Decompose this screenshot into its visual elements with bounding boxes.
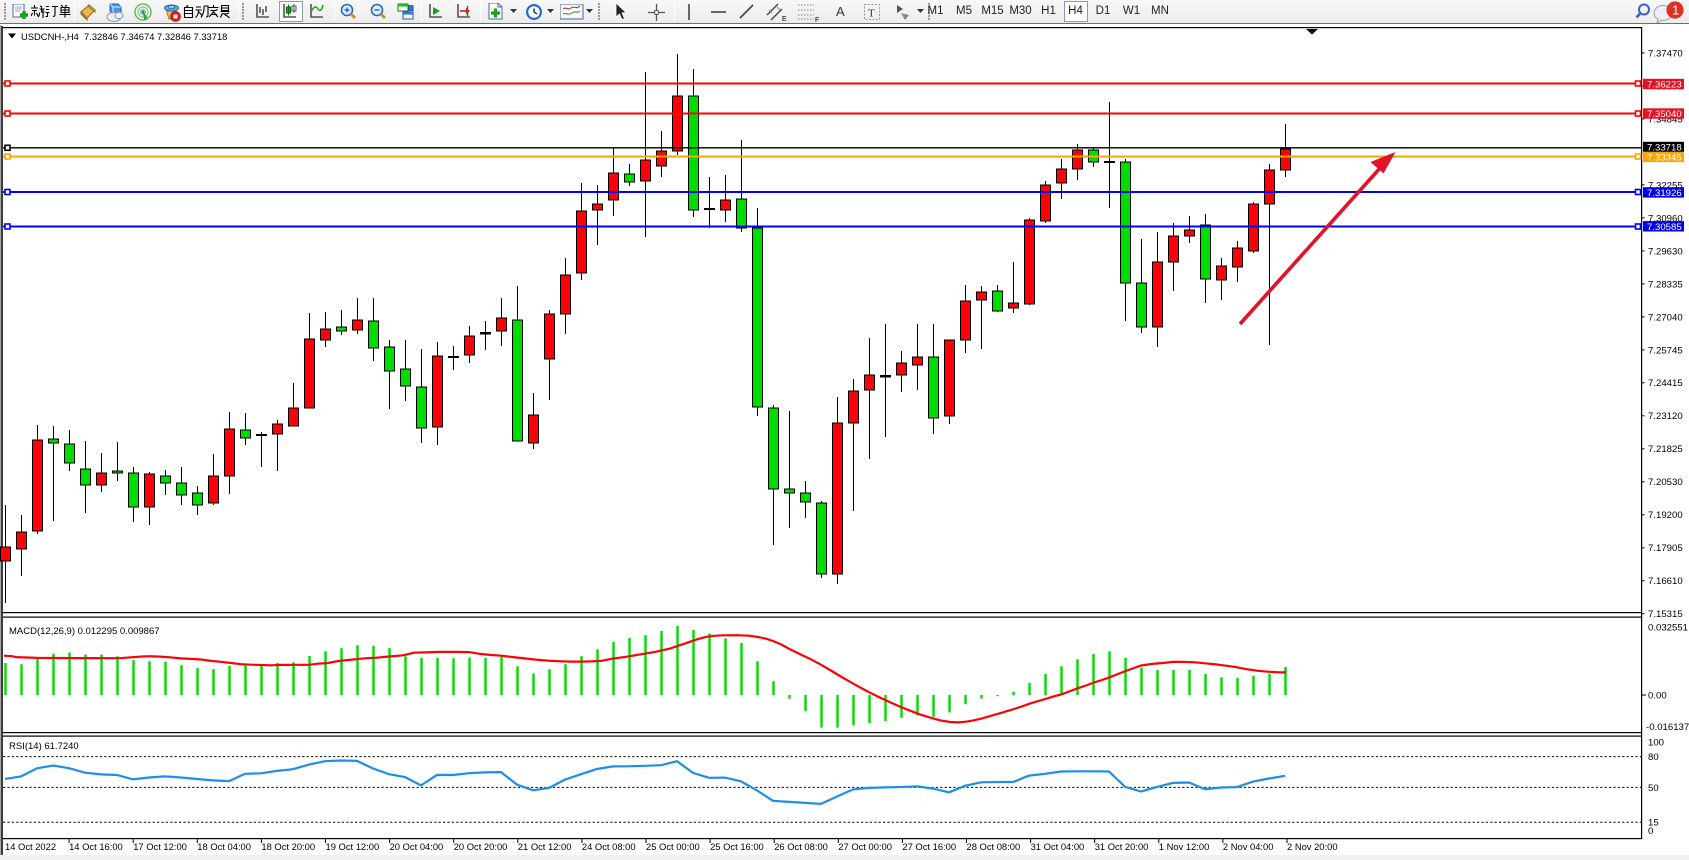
svg-text:7.21825: 7.21825 [1648, 444, 1683, 455]
svg-text:18 Oct 04:00: 18 Oct 04:00 [197, 841, 251, 852]
svg-text:E: E [782, 16, 787, 23]
svg-text:7.30960: 7.30960 [1648, 213, 1683, 224]
svg-text:14 Oct 16:00: 14 Oct 16:00 [69, 841, 123, 852]
svg-text:1 Nov 12:00: 1 Nov 12:00 [1159, 841, 1210, 852]
svg-text:7.20530: 7.20530 [1648, 477, 1683, 488]
svg-text:21 Oct 12:00: 21 Oct 12:00 [518, 841, 572, 852]
svg-text:15: 15 [1648, 818, 1659, 829]
svg-text:7.19200: 7.19200 [1648, 510, 1683, 521]
svg-text:-0.016137: -0.016137 [1646, 722, 1689, 733]
svg-text:7.37470: 7.37470 [1648, 48, 1683, 59]
svg-text:80: 80 [1648, 752, 1659, 763]
svg-text:7.30585: 7.30585 [1647, 222, 1682, 233]
svg-text:7.16610: 7.16610 [1648, 576, 1683, 587]
svg-text:14 Oct 2022: 14 Oct 2022 [5, 841, 56, 852]
svg-text:100: 100 [1648, 738, 1664, 749]
svg-text:19 Oct 12:00: 19 Oct 12:00 [326, 841, 380, 852]
svg-text:27 Oct 16:00: 27 Oct 16:00 [902, 841, 956, 852]
svg-text:7.32255: 7.32255 [1648, 180, 1683, 191]
svg-text:MACD(12,26,9) 0.012295 0.00986: MACD(12,26,9) 0.012295 0.009867 [9, 626, 160, 637]
svg-text:27 Oct 00:00: 27 Oct 00:00 [838, 841, 892, 852]
svg-text:7.29630: 7.29630 [1648, 246, 1683, 257]
svg-text:7.34845: 7.34845 [1648, 114, 1683, 125]
svg-text:7.17905: 7.17905 [1648, 543, 1683, 554]
svg-text:USDCNH-,H4 7.32846 7.34674 7.: USDCNH-,H4 7.32846 7.34674 7.32846 7.337… [21, 31, 227, 42]
svg-text:20 Oct 20:00: 20 Oct 20:00 [454, 841, 508, 852]
svg-text:25 Oct 00:00: 25 Oct 00:00 [646, 841, 700, 852]
svg-text:F: F [815, 17, 819, 23]
svg-text:7.28335: 7.28335 [1648, 279, 1683, 290]
svg-text:0: 0 [1648, 826, 1653, 837]
svg-text:7.24415: 7.24415 [1648, 378, 1683, 389]
svg-text:7.15315: 7.15315 [1648, 609, 1683, 620]
svg-text:17 Oct 12:00: 17 Oct 12:00 [133, 841, 187, 852]
svg-text:7.27040: 7.27040 [1648, 312, 1683, 323]
svg-text:50: 50 [1648, 783, 1659, 794]
svg-text:24 Oct 08:00: 24 Oct 08:00 [582, 841, 636, 852]
svg-text:2 Nov 20:00: 2 Nov 20:00 [1287, 841, 1338, 852]
svg-text:20 Oct 04:00: 20 Oct 04:00 [390, 841, 444, 852]
svg-text:7.31926: 7.31926 [1647, 188, 1682, 199]
svg-text:18 Oct 20:00: 18 Oct 20:00 [261, 841, 315, 852]
svg-text:T: T [868, 8, 875, 20]
svg-text:26 Oct 08:00: 26 Oct 08:00 [774, 841, 828, 852]
svg-text:0.032551: 0.032551 [1648, 623, 1688, 634]
svg-text:31 Oct 04:00: 31 Oct 04:00 [1031, 841, 1085, 852]
svg-text:1: 1 [1672, 3, 1679, 18]
svg-text:RSI(14) 61.7240: RSI(14) 61.7240 [9, 741, 79, 752]
svg-text:0.00: 0.00 [1648, 691, 1667, 702]
svg-text:25 Oct 16:00: 25 Oct 16:00 [710, 841, 764, 852]
svg-text:7.33345: 7.33345 [1647, 152, 1682, 163]
svg-text:31 Oct 20:00: 31 Oct 20:00 [1095, 841, 1149, 852]
svg-text:7.23120: 7.23120 [1648, 411, 1683, 422]
svg-text:7.35040: 7.35040 [1647, 109, 1682, 120]
svg-text:7.36223: 7.36223 [1647, 80, 1682, 91]
svg-text:2 Nov 04:00: 2 Nov 04:00 [1223, 841, 1274, 852]
svg-text:7.33718: 7.33718 [1647, 143, 1682, 154]
svg-text:7.25745: 7.25745 [1648, 345, 1683, 356]
svg-text:28 Oct 08:00: 28 Oct 08:00 [967, 841, 1021, 852]
